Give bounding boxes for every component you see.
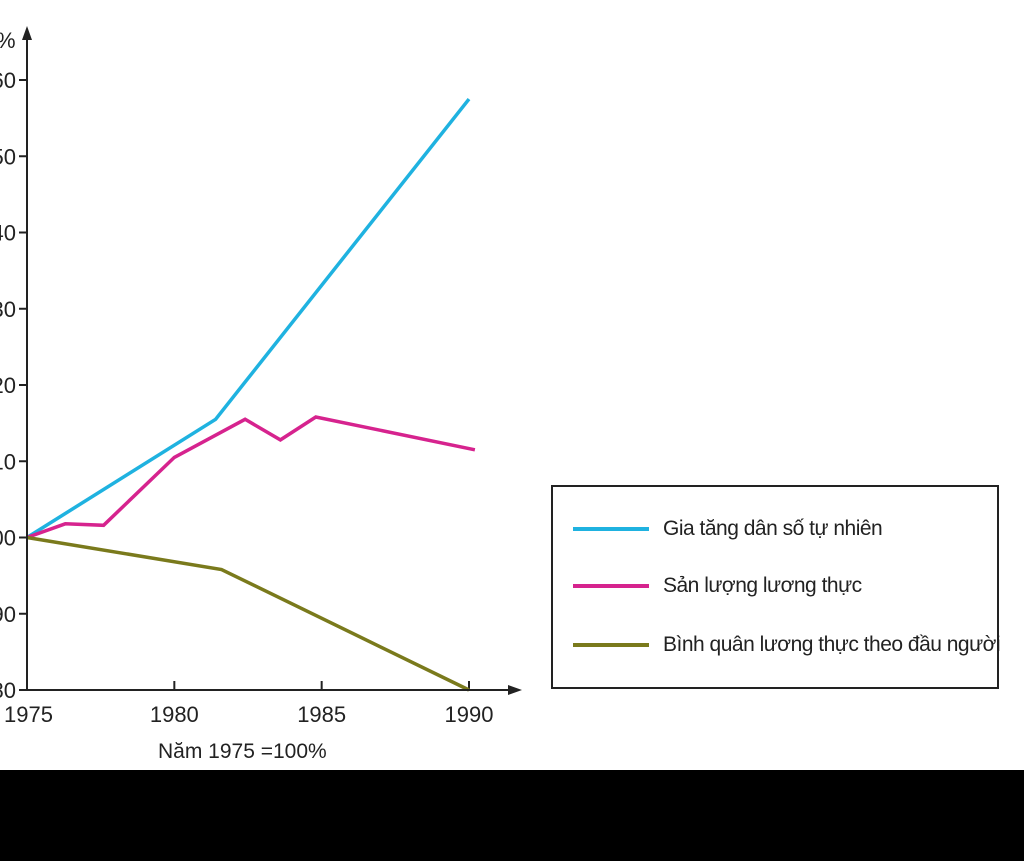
legend-item-population: Gia tăng dân số tự nhiên bbox=[573, 514, 883, 544]
series-line-population bbox=[26, 98, 471, 539]
legend-swatch-food-per-capita bbox=[573, 643, 649, 647]
y-tick-label: 110 bbox=[0, 449, 16, 474]
x-tick-label: 1990 bbox=[445, 702, 494, 727]
x-tick-label: 1975 bbox=[4, 702, 53, 727]
legend-swatch-population bbox=[573, 527, 649, 531]
legend-swatch-food-output bbox=[573, 584, 649, 588]
series-lines bbox=[26, 98, 476, 692]
y-tick-label: 130 bbox=[0, 297, 16, 322]
y-tick-label: 90 bbox=[0, 602, 16, 627]
y-tick-label: 160 bbox=[0, 68, 16, 93]
legend-label-population: Gia tăng dân số tự nhiên bbox=[663, 517, 883, 540]
y-axis-unit-label: % bbox=[0, 28, 16, 53]
y-tick-label: 140 bbox=[0, 221, 16, 246]
y-axis-ticks: 80 90 100 110 120 130 140 150 160 bbox=[0, 68, 27, 703]
y-axis-arrow bbox=[22, 26, 32, 40]
x-tick-label: 1985 bbox=[297, 702, 346, 727]
y-tick-label: 100 bbox=[0, 526, 16, 551]
legend: Gia tăng dân số tự nhiên Sản lượng lương… bbox=[551, 485, 1001, 689]
base-year-note: Năm 1975 =100% bbox=[158, 740, 327, 763]
black-bottom-bar bbox=[0, 770, 1024, 861]
x-tick-label: 1980 bbox=[150, 702, 199, 727]
x-axis-arrow bbox=[508, 685, 522, 695]
x-axis-ticks: 1975 1980 1985 1990 bbox=[4, 681, 493, 727]
legend-item-food-output: Sản lượng lương thực bbox=[573, 571, 862, 601]
y-tick-label: 150 bbox=[0, 144, 16, 169]
legend-label-food-per-capita: Bình quân lương thực theo đầu người bbox=[663, 633, 1001, 656]
series-line-food-per-capita bbox=[26, 535, 470, 692]
series-line-food-output bbox=[26, 415, 476, 540]
y-tick-label: 80 bbox=[0, 678, 16, 703]
y-tick-label: 120 bbox=[0, 373, 16, 398]
legend-label-food-output: Sản lượng lương thực bbox=[663, 574, 862, 597]
legend-item-food-per-capita: Bình quân lương thực theo đầu người bbox=[573, 630, 1001, 660]
